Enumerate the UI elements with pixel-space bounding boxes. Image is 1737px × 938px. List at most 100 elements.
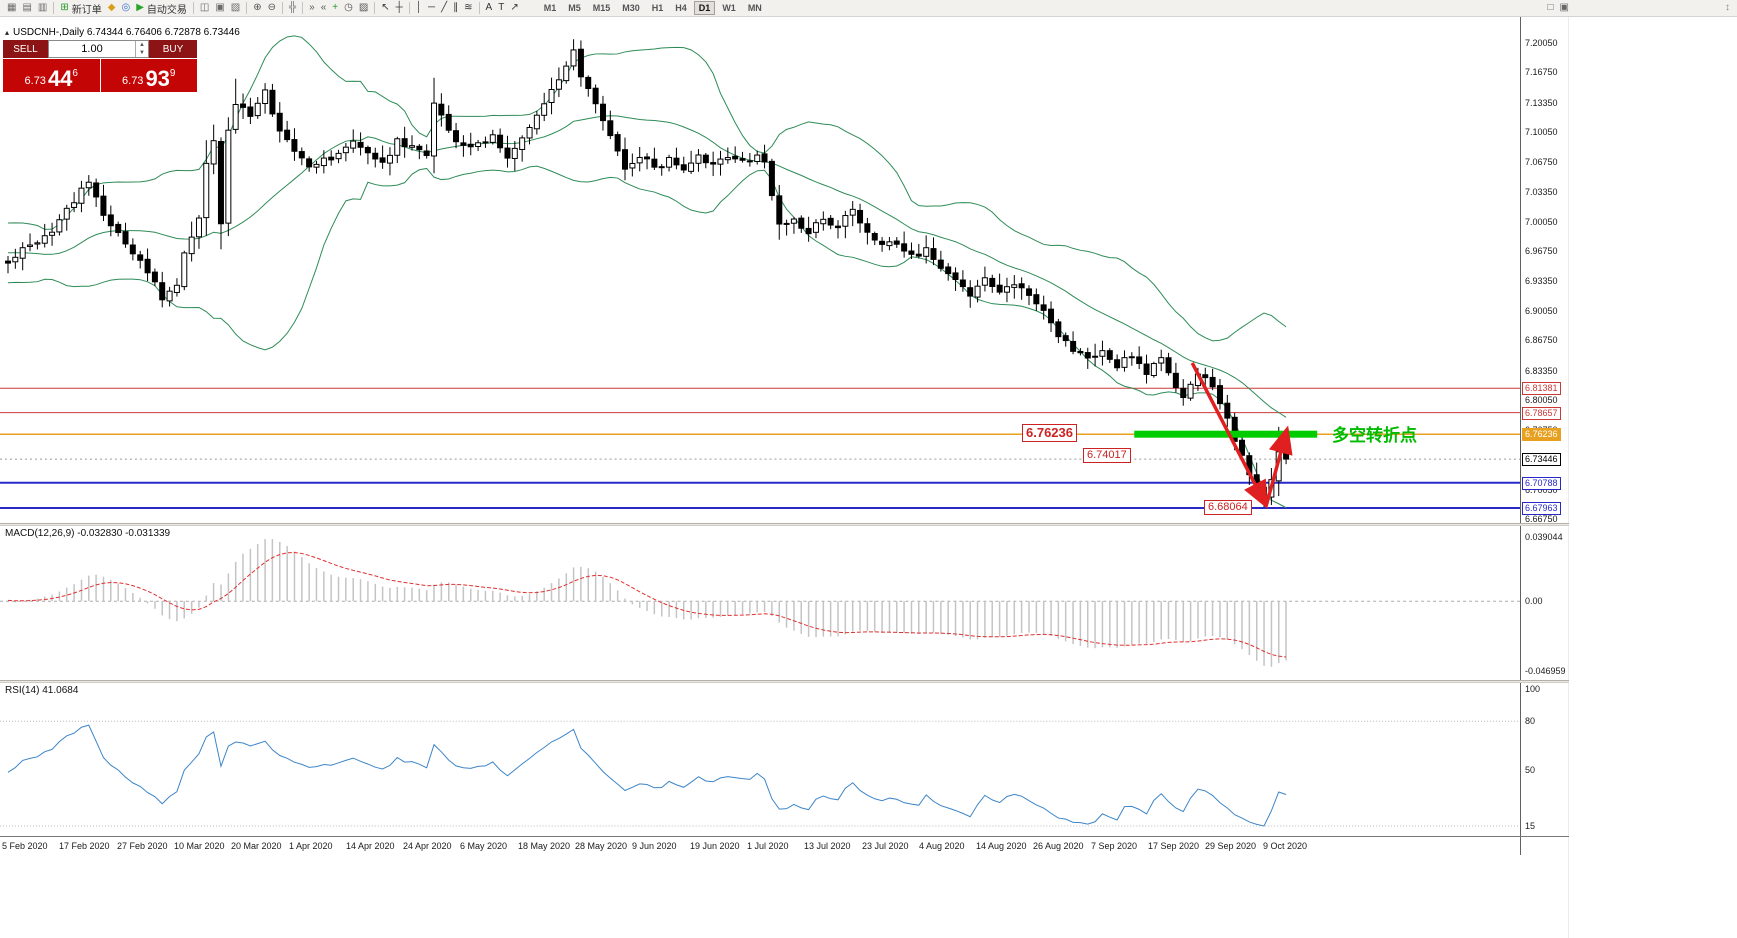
auto-scroll-icon-glyph: » (309, 2, 315, 13)
text-label-icon[interactable]: T (495, 1, 507, 16)
cursor-icon[interactable]: ↖ (378, 1, 392, 16)
volume-spinner-up-icon[interactable]: ▲ (139, 42, 145, 48)
algo-icon[interactable]: ◎ (118, 1, 133, 16)
new-order-button[interactable]: ⊞ 新订单 (57, 1, 104, 16)
object-price-label[interactable]: 6.68064 (1204, 500, 1252, 515)
price-tick-label: 6.93350 (1525, 276, 1558, 286)
tile-windows-icon[interactable]: ◫ (197, 1, 212, 16)
trendline-icon-glyph: ╱ (441, 2, 448, 13)
chart-shift-icon[interactable]: ▧ (228, 1, 243, 16)
indicators-icon[interactable]: + (329, 1, 341, 16)
periods-icon-glyph: ◷ (344, 2, 353, 13)
channel-icon[interactable]: ∥ (450, 1, 461, 16)
price-axis[interactable]: 7.20050 7.16750 7.13350 7.10050 7.06750 7.033… (1520, 17, 1568, 524)
price-tick-label: 7.16750 (1525, 67, 1558, 77)
macd-axis[interactable]: 0.039044 0.00 -0.046959 (1520, 526, 1568, 680)
date-label: 7 Sep 2020 (1091, 841, 1138, 851)
object-price-label[interactable]: 6.76236 (1022, 424, 1077, 442)
horizontal-line-icon-glyph: ─ (428, 2, 436, 13)
grid-icon[interactable]: ╬ (286, 1, 299, 16)
volume-input[interactable] (49, 41, 135, 57)
level-price-badge: 6.78657 (1522, 407, 1561, 420)
timeframe-m15[interactable]: M15 (592, 3, 611, 13)
timeframe-m5[interactable]: M5 (568, 3, 581, 13)
price-tick-label: 6.83350 (1525, 366, 1558, 376)
templates-icon[interactable]: ▨ (356, 1, 371, 16)
zoom-out-icon[interactable]: ⊖ (265, 1, 279, 16)
auto-scroll-icon[interactable]: » (306, 1, 318, 16)
profiles-icon[interactable]: ▤ (19, 1, 34, 16)
crosshair-icon[interactable]: ┼ (393, 1, 406, 16)
toolbar-overflow[interactable]: ↕ (1722, 1, 1733, 16)
panel-separator[interactable] (0, 680, 1569, 683)
price-tick-label: 7.06750 (1525, 157, 1558, 167)
price-tick-label: 7.03350 (1525, 187, 1558, 197)
sell-button[interactable]: SELL (3, 40, 48, 58)
date-label: 26 Aug 2020 (1033, 841, 1084, 851)
turning-point-annotation[interactable]: 多空转折点 (1332, 426, 1417, 445)
macd-canvas[interactable] (0, 526, 1521, 680)
chart-header: ▴ USDCNH-,Daily 6.74344 6.76406 6.72878 … (5, 27, 240, 38)
timeframe-d1[interactable]: D1 (693, 1, 716, 15)
cascade-windows-icon-glyph: ▣ (215, 2, 225, 13)
metaeditor-icon[interactable]: ◆ (105, 1, 119, 16)
time-axis[interactable]: 5 Feb 2020 17 Feb 2020 27 Feb 2020 10 Mar 2… (0, 837, 1521, 855)
toolbar-separator (53, 2, 55, 14)
chart-window-icon[interactable]: □ (1545, 1, 1557, 16)
main-chart-canvas[interactable] (0, 17, 1521, 523)
rsi-canvas[interactable] (0, 683, 1521, 836)
rsi-tick-label: 100 (1525, 684, 1541, 694)
sell-price-point: 6 (72, 68, 78, 79)
new-chart-icon[interactable]: ▦ (4, 1, 19, 16)
volume-spinner: ▲ ▼ (135, 41, 148, 57)
price-tick-label: 6.86750 (1525, 335, 1558, 345)
rsi-tick-label: 15 (1525, 821, 1536, 831)
chart-list-icon[interactable]: ▥ (35, 1, 50, 16)
timeframe-w1[interactable]: W1 (722, 3, 736, 13)
level-price-badge: 6.70788 (1522, 477, 1561, 490)
date-label: 29 Sep 2020 (1205, 841, 1257, 851)
fibonacci-icon[interactable]: ≋ (461, 1, 475, 16)
date-label: 20 Mar 2020 (231, 841, 282, 851)
date-label: 13 Jul 2020 (804, 841, 851, 851)
macd-label: MACD(12,26,9) -0.032830 -0.031339 (5, 528, 171, 539)
timeframe-m1[interactable]: M1 (543, 3, 557, 13)
toolbar-separator (282, 2, 284, 14)
date-label: 10 Mar 2020 (174, 841, 225, 851)
trendline-icon[interactable]: ╱ (438, 1, 450, 16)
buy-button[interactable]: BUY (149, 40, 197, 58)
docking-icon[interactable]: ▣ (1557, 1, 1572, 16)
volume-box: ▲ ▼ (48, 40, 149, 58)
toolbar-overflow-glyph: ↕ (1725, 2, 1730, 13)
channel-icon-glyph: ∥ (453, 2, 459, 13)
horizontal-line-icon[interactable]: ─ (425, 1, 438, 16)
auto-trading-button[interactable]: ▶ 自动交易 (133, 1, 190, 16)
price-tick-label: 6.66750 (1525, 514, 1558, 524)
one-click-toggle-icon[interactable]: ▴ (5, 28, 10, 37)
price-tick-label: 7.13350 (1525, 98, 1558, 108)
cursor-icon-glyph: ↖ (381, 2, 390, 13)
timeframe-mn[interactable]: MN (747, 3, 762, 13)
panel-separator[interactable] (0, 523, 1569, 526)
sell-price-button[interactable]: 6.73 44 6 (3, 59, 100, 92)
zoom-in-icon[interactable]: ⊕ (250, 1, 264, 16)
timeframe-m30[interactable]: M30 (622, 3, 640, 13)
new-order-button-label: 新订单 (71, 4, 102, 16)
timeframe-h4[interactable]: H4 (675, 3, 687, 13)
rsi-axis[interactable]: 100 80 50 15 (1520, 683, 1568, 836)
text-icon[interactable]: A (483, 1, 496, 16)
date-label: 14 Apr 2020 (346, 841, 395, 851)
date-label: 27 Feb 2020 (117, 841, 168, 851)
arrows-tool-icon[interactable]: ↗ (507, 1, 521, 16)
cascade-windows-icon[interactable]: ▣ (212, 1, 227, 16)
buy-price-button[interactable]: 6.73 93 9 (100, 59, 197, 92)
volume-spinner-down-icon[interactable]: ▼ (139, 50, 145, 56)
periods-icon[interactable]: ◷ (341, 1, 356, 16)
shift-end-icon[interactable]: « (318, 1, 330, 16)
vertical-line-icon[interactable]: │ (413, 1, 425, 16)
price-tick-label: 7.00050 (1525, 217, 1558, 227)
object-price-label[interactable]: 6.74017 (1083, 448, 1131, 463)
chart-window-icon-glyph: □ (1547, 2, 1554, 13)
timeframe-h1[interactable]: H1 (651, 3, 664, 13)
